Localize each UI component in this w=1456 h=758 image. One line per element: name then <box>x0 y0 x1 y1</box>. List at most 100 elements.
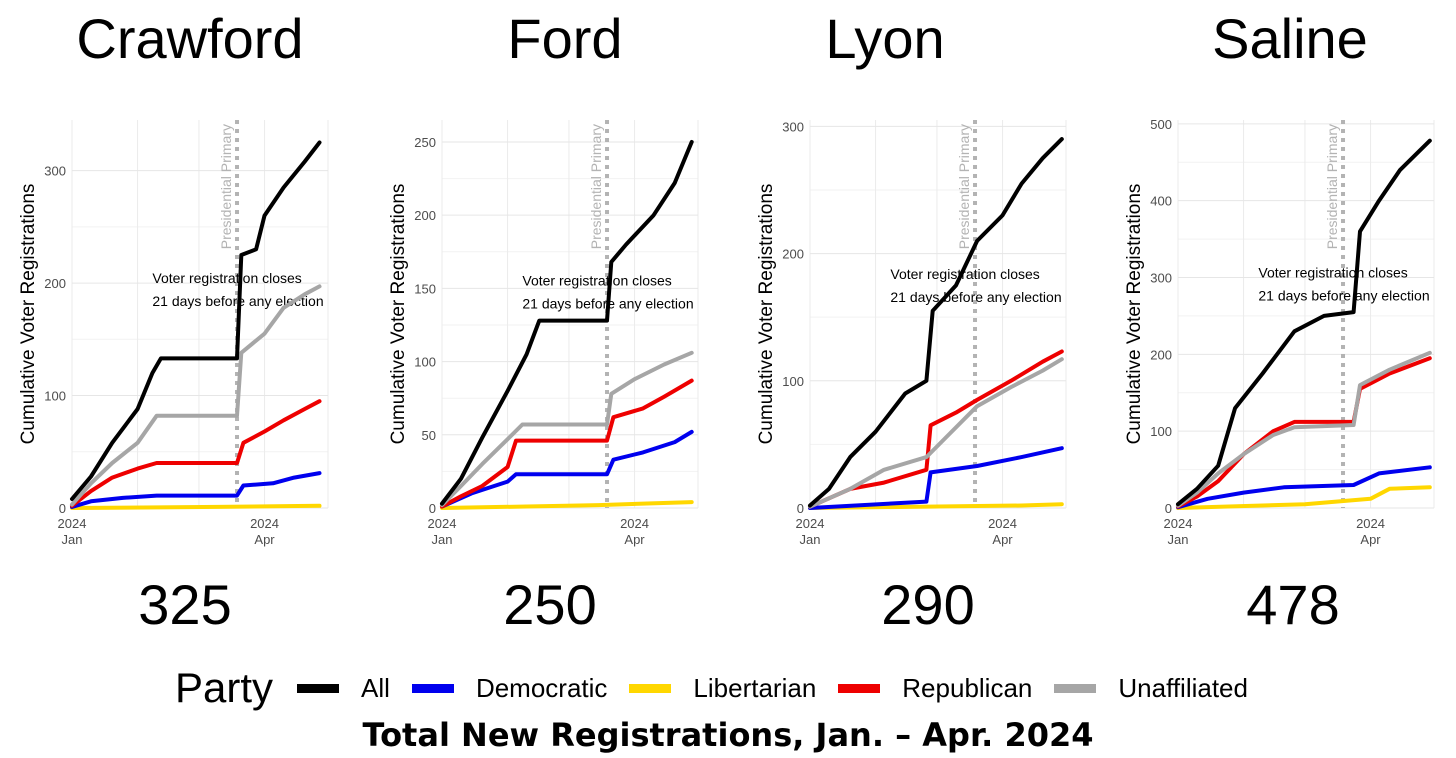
legend-label-all: All <box>361 672 390 703</box>
annotation-line-1: Voter registration closes <box>152 270 301 286</box>
legend-label-republican: Republican <box>902 672 1033 703</box>
y-tick-label: 0 <box>797 501 804 516</box>
series-line-all <box>808 137 1064 508</box>
total-lyon: 290 <box>881 573 975 636</box>
x-tick-label: 2024 <box>1356 516 1385 531</box>
x-tick-label: Jan <box>62 532 83 547</box>
y-tick-label: 100 <box>44 389 66 404</box>
legend-item-libertarian: Libertarian <box>629 673 816 704</box>
y-tick-label: 0 <box>59 501 66 516</box>
legend-item-democratic: Democratic <box>411 672 608 704</box>
series-line-unaffiliated <box>440 350 694 508</box>
annotation-line-1: Voter registration closes <box>522 272 671 288</box>
x-tick-label: Apr <box>254 532 275 547</box>
series-line-unaffiliated <box>808 357 1064 509</box>
x-tick-label: 2024 <box>796 516 825 531</box>
county-title-lyon: Lyon <box>825 7 945 70</box>
y-tick-label: 100 <box>414 355 436 370</box>
figure-caption: Total New Registrations, Jan. – Apr. 202… <box>362 716 1094 754</box>
chart-panel-saline: 01002003004005002024Jan2024AprCumulative… <box>1124 117 1435 547</box>
series-line-democratic <box>440 429 694 509</box>
series-line-republican <box>70 399 322 508</box>
legend-swatch-republican <box>838 683 881 693</box>
county-title-ford: Ford <box>507 7 623 70</box>
y-tick-label: 200 <box>414 208 436 223</box>
y-tick-label: 250 <box>414 135 436 150</box>
legend-label-democratic: Democratic <box>475 672 608 703</box>
series-line-all <box>70 140 322 501</box>
x-tick-label: 2024 <box>428 516 457 531</box>
y-tick-label: 300 <box>782 119 804 134</box>
y-axis-label: Cumulative Voter Registrations <box>18 184 39 445</box>
series-line-unaffiliated <box>1176 350 1432 508</box>
series-line-libertarian <box>440 500 694 510</box>
series-line-democratic <box>1176 465 1432 510</box>
annotation-line-2: 21 days before any election <box>890 289 1061 305</box>
annotation-line-2: 21 days before any election <box>1258 288 1429 304</box>
y-tick-label: 200 <box>44 276 66 291</box>
x-tick-label: Apr <box>992 532 1013 547</box>
y-tick-label: 100 <box>782 374 804 389</box>
legend-label-unaffiliated: Unaffiliated <box>1118 672 1248 703</box>
legend-swatch-democratic <box>411 683 454 693</box>
y-axis-label: Cumulative Voter Registrations <box>756 184 777 445</box>
y-tick-label: 400 <box>1150 194 1172 209</box>
county-title-crawford: Crawford <box>76 7 304 70</box>
y-tick-label: 200 <box>1150 347 1172 362</box>
total-ford: 250 <box>503 573 597 636</box>
y-tick-label: 150 <box>414 281 436 296</box>
total-saline: 478 <box>1246 573 1340 636</box>
x-tick-label: Apr <box>1360 532 1381 547</box>
primary-vline-label: Presidential Primary <box>588 124 604 249</box>
y-tick-label: 0 <box>1165 501 1172 516</box>
y-axis-label: Cumulative Voter Registrations <box>388 184 409 445</box>
y-axis-label: Cumulative Voter Registrations <box>1124 184 1145 445</box>
legend-item-all: All <box>297 673 390 704</box>
chart-panel-ford: 0501001502002502024Jan2024AprCumulative … <box>388 120 699 547</box>
x-tick-label: 2024 <box>250 516 279 531</box>
series-line-all <box>440 140 694 506</box>
x-tick-label: Jan <box>1168 532 1189 547</box>
y-tick-label: 100 <box>1150 424 1172 439</box>
y-tick-label: 50 <box>422 428 436 443</box>
legend-item-republican: Republican <box>838 673 1032 704</box>
series-line-democratic <box>808 446 1064 510</box>
series-line-republican <box>1176 356 1432 509</box>
primary-vline-label: Presidential Primary <box>218 124 234 249</box>
legend-swatch-all <box>297 683 340 693</box>
series-line-democratic <box>70 471 322 509</box>
annotation-line-1: Voter registration closes <box>890 266 1039 282</box>
series-line-republican <box>808 349 1064 509</box>
series-line-republican <box>440 378 694 509</box>
primary-vline-label: Presidential Primary <box>1324 124 1340 249</box>
x-tick-label: Jan <box>432 532 453 547</box>
x-tick-label: Jan <box>800 532 821 547</box>
annotation-line-1: Voter registration closes <box>1258 265 1407 281</box>
legend-title: Party <box>175 664 274 711</box>
primary-vline-label: Presidential Primary <box>956 124 972 249</box>
series-line-libertarian <box>1176 485 1432 510</box>
legend-swatch-unaffiliated <box>1054 683 1097 693</box>
x-tick-label: Apr <box>624 532 645 547</box>
y-tick-label: 300 <box>44 164 66 179</box>
y-tick-label: 200 <box>782 247 804 262</box>
total-crawford: 325 <box>138 573 232 636</box>
x-tick-label: 2024 <box>1164 516 1193 531</box>
y-tick-label: 500 <box>1150 117 1172 132</box>
series-line-libertarian <box>808 502 1064 510</box>
series-line-all <box>1176 138 1432 507</box>
x-tick-label: 2024 <box>58 516 87 531</box>
legend: Party All Democratic Libertarian Republi… <box>175 660 1270 716</box>
legend-item-unaffiliated: Unaffiliated <box>1054 673 1248 704</box>
legend-label-libertarian: Libertarian <box>693 672 817 703</box>
x-tick-label: 2024 <box>988 516 1017 531</box>
series-line-unaffiliated <box>70 284 322 507</box>
county-title-saline: Saline <box>1212 7 1368 70</box>
y-tick-label: 300 <box>1150 271 1172 286</box>
x-tick-label: 2024 <box>620 516 649 531</box>
series-line-libertarian <box>70 503 322 510</box>
legend-swatch-libertarian <box>629 683 672 693</box>
y-tick-label: 0 <box>429 501 436 516</box>
